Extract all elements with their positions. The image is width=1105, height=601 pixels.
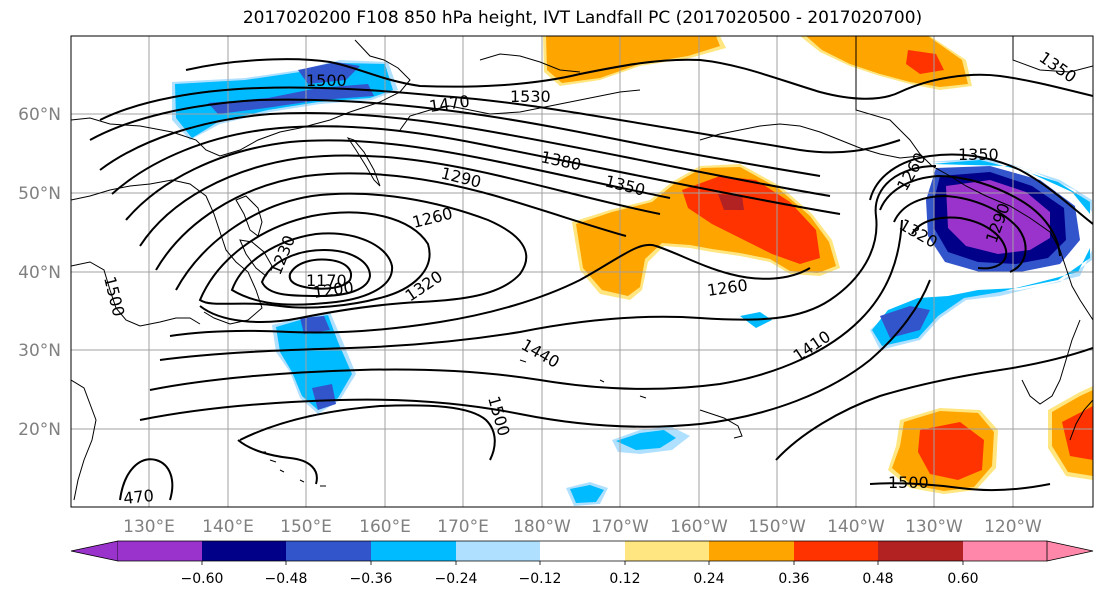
lon-tick-labels: 130°E 140°E 150°E 160°E 170°E 180°W 170°…: [123, 517, 1042, 537]
colorbar-min-extend: [70, 540, 119, 562]
lat-tick-label: 60°N: [18, 105, 61, 125]
lat-tick-label: 30°N: [18, 341, 61, 361]
colorbar-bin: [963, 541, 1047, 561]
colorbar-bin: [286, 541, 371, 561]
colorbar-tick-label: 0.24: [693, 571, 724, 587]
lon-tick-label: 140°E: [202, 517, 254, 537]
colorbar-bin: [202, 541, 286, 561]
contour-label: 470: [122, 486, 154, 508]
lon-tick-label: 150°E: [280, 517, 332, 537]
lat-tick-label: 50°N: [18, 184, 61, 204]
lon-tick-label: 130°W: [905, 517, 963, 537]
colorbar-bin: [371, 541, 456, 561]
colorbar-tick-label: −0.24: [435, 571, 478, 587]
colorbar-tick-label: −0.48: [265, 571, 308, 587]
colorbar-bin: [794, 541, 878, 561]
lon-tick-label: 140°W: [827, 517, 885, 537]
contour-label: 1350: [958, 145, 999, 164]
lon-tick-label: 180°W: [513, 517, 571, 537]
colorbar-tick-label: −0.36: [350, 571, 393, 587]
colorbar-tick-label: −0.60: [181, 571, 224, 587]
lon-tick-label: 170°E: [437, 517, 489, 537]
colorbar-tick-label: 0.48: [862, 571, 893, 587]
lon-tick-label: 130°E: [123, 517, 175, 537]
colorbar-tick-label: 0.60: [947, 571, 978, 587]
colorbar-tick-label: 0.12: [609, 571, 640, 587]
lat-tick-label: 20°N: [18, 420, 61, 440]
lon-tick-label: 170°W: [591, 517, 649, 537]
lon-tick-label: 160°W: [670, 517, 728, 537]
colorbar-tick-label: 0.36: [778, 571, 809, 587]
contour-label: 1170: [306, 271, 347, 290]
colorbar-bin: [625, 541, 709, 561]
map-frame: [70, 35, 1094, 508]
lon-tick-label: 150°W: [748, 517, 806, 537]
map-panel: 1500 1530 1470 1350 1380 1350 1290 1260 …: [71, 36, 1093, 508]
colorbar-bin: [456, 541, 540, 561]
ivt-positive-shading: [543, 36, 1093, 494]
colorbar-max-extend: [1046, 540, 1094, 562]
map-title: 2017020200 F108 850 hPa height, IVT Land…: [242, 8, 923, 28]
colorbar: −0.60 −0.48 −0.36 −0.24 −0.12 0.12 0.24 …: [70, 540, 1094, 587]
lat-tick-label: 40°N: [18, 263, 61, 283]
contour-label: 1500: [888, 473, 929, 492]
colorbar-bin: [709, 541, 794, 561]
contour-label: 1500: [306, 71, 347, 90]
gridlines: [71, 36, 1093, 507]
colorbar-bin: [118, 541, 202, 561]
height-contours: [89, 58, 1093, 501]
colorbar-bin: [540, 541, 625, 561]
lat-tick-labels: 60°N 50°N 40°N 30°N 20°N: [18, 105, 61, 440]
colorbar-bin: [878, 541, 963, 561]
colorbar-tick-label: −0.12: [519, 571, 562, 587]
lon-tick-label: 160°E: [359, 517, 411, 537]
contour-label: 1530: [510, 87, 551, 106]
lon-tick-label: 120°W: [984, 517, 1042, 537]
